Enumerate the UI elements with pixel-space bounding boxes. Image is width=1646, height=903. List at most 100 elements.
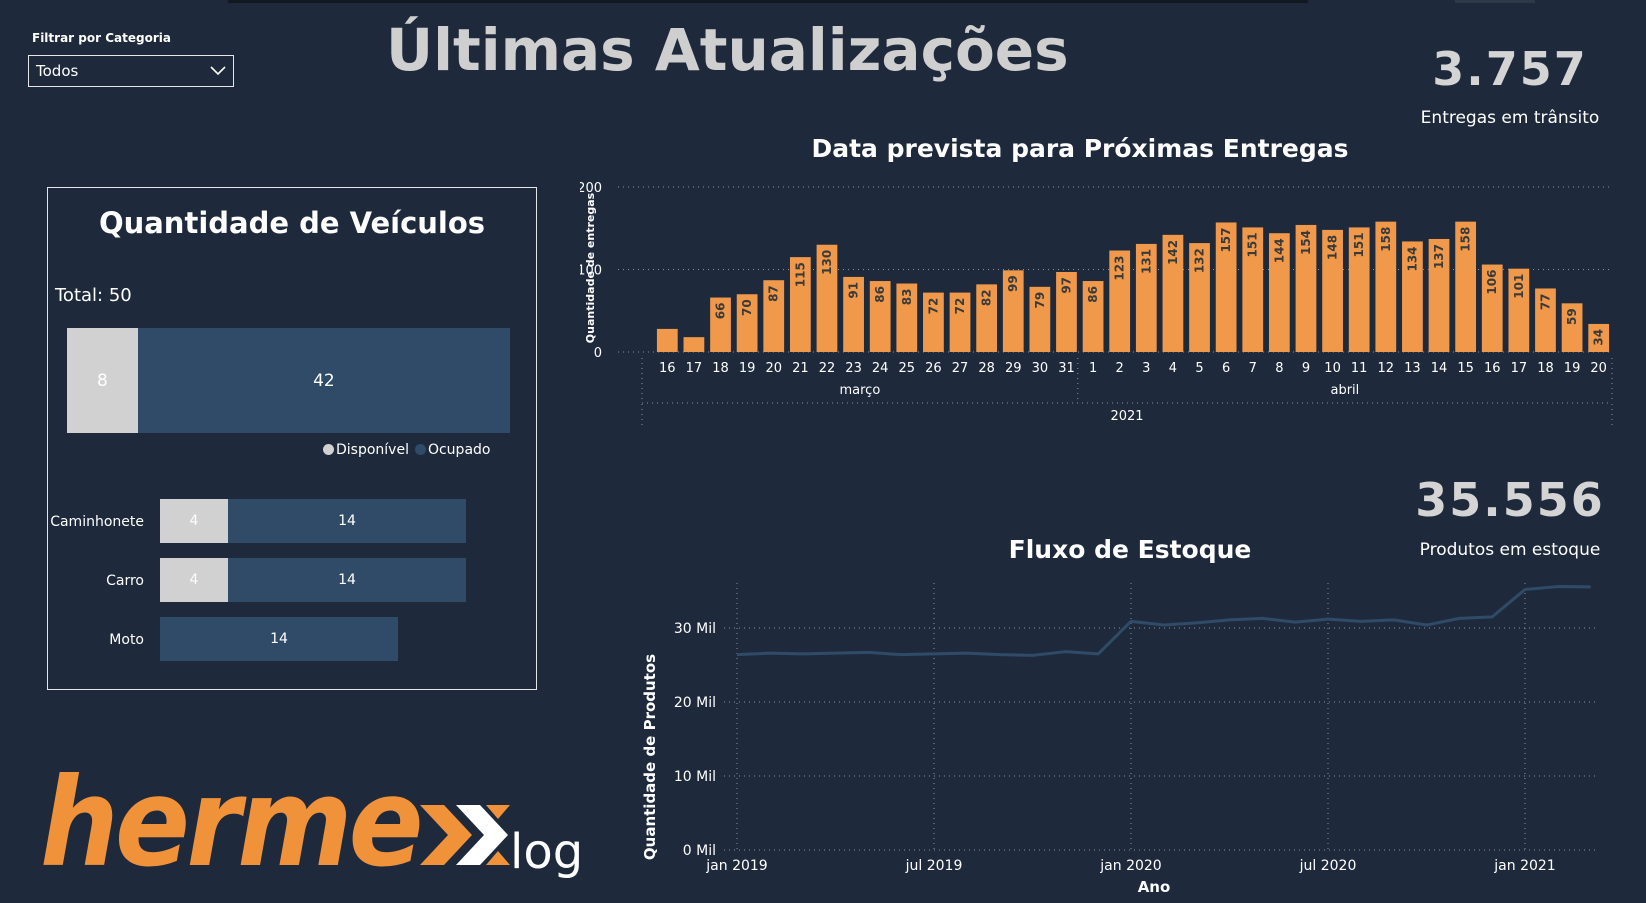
- stock-line-chart: 0 Mil 10 Mil 20 Mil 30 Mil jan 2019 jul 2019 j…: [641, 583, 1595, 896]
- bar-segment-disponivel[interactable]: 4: [160, 558, 228, 602]
- bar[interactable]: [1056, 271, 1077, 352]
- bar[interactable]: [1189, 243, 1210, 352]
- legend-item-disponivel[interactable]: Disponível: [323, 442, 409, 458]
- data-label: 83: [900, 289, 914, 306]
- x-tick-label: 28: [978, 361, 995, 376]
- bar[interactable]: [1535, 288, 1556, 352]
- x-tick-label: 25: [899, 361, 916, 376]
- y-tick-label: 0 Mil: [683, 843, 716, 859]
- category-filter-dropdown[interactable]: Todos: [28, 55, 234, 87]
- x-tick-label: 14: [1431, 361, 1448, 376]
- x-tick-label: 4: [1169, 361, 1177, 376]
- bar[interactable]: [1242, 227, 1264, 352]
- x-tick-label: 27: [952, 361, 969, 376]
- x-tick-label: 12: [1378, 361, 1395, 376]
- x-tick-label: jan 2021: [1493, 858, 1555, 874]
- bar[interactable]: [1481, 264, 1503, 352]
- bar-segment-ocupado[interactable]: 14: [228, 558, 466, 602]
- bar[interactable]: [1322, 229, 1343, 352]
- y-tick-label: 30 Mil: [674, 621, 716, 637]
- bar[interactable]: [1295, 224, 1317, 352]
- bar[interactable]: [869, 281, 891, 352]
- bar[interactable]: [1268, 233, 1290, 352]
- bar[interactable]: [1109, 250, 1131, 352]
- bar[interactable]: [1428, 238, 1450, 352]
- x-tick-label: 20: [1590, 361, 1607, 376]
- bar-segment-ocupado[interactable]: 42: [137, 328, 510, 433]
- stock-chart-title: Fluxo de Estoque: [1008, 535, 1252, 564]
- bar-segment-ocupado[interactable]: 14: [160, 617, 398, 661]
- bar[interactable]: [736, 294, 758, 352]
- x-tick-label: 19: [1564, 361, 1581, 376]
- data-label: 151: [1246, 232, 1260, 257]
- bar[interactable]: [1588, 323, 1610, 352]
- bar[interactable]: [896, 283, 918, 352]
- data-label: 154: [1299, 230, 1313, 255]
- x-tick-label: 3: [1142, 361, 1150, 376]
- bar[interactable]: [976, 284, 998, 352]
- x-tick-label: 10: [1324, 361, 1341, 376]
- bar[interactable]: [949, 292, 971, 352]
- x-tick-label: 1: [1089, 361, 1097, 376]
- kpi-transit-value: 3.757: [1432, 42, 1588, 96]
- bar[interactable]: [843, 276, 864, 352]
- bar[interactable]: [1402, 241, 1423, 352]
- bar[interactable]: [1215, 222, 1237, 352]
- bar[interactable]: [710, 297, 731, 352]
- kpi-transit-label: Entregas em trânsito: [1420, 108, 1600, 128]
- legend-item-ocupado[interactable]: Ocupado: [414, 442, 491, 458]
- x-tick-label: 17: [686, 361, 703, 376]
- bar[interactable]: [1135, 243, 1157, 352]
- bar[interactable]: [1082, 281, 1104, 352]
- x-tick-label: 6: [1222, 361, 1230, 376]
- bar[interactable]: [1508, 268, 1530, 352]
- kpi-stock-value: 35.556: [1415, 473, 1605, 527]
- bar[interactable]: [789, 257, 811, 352]
- bar[interactable]: [683, 337, 705, 352]
- x-tick-label: 23: [845, 361, 862, 376]
- data-label: 151: [1352, 232, 1366, 257]
- bar-segment-disponivel[interactable]: 8: [67, 328, 138, 433]
- data-label: 72: [926, 298, 940, 315]
- bar[interactable]: [1348, 227, 1370, 352]
- x-tick-label: 18: [712, 361, 729, 376]
- x-tick-label: 30: [1032, 361, 1049, 376]
- legend-dot-icon: [414, 444, 426, 455]
- bar[interactable]: [656, 328, 678, 352]
- x-tick-label: 2: [1116, 361, 1124, 376]
- bar[interactable]: [816, 244, 838, 352]
- data-label: 123: [1113, 256, 1127, 281]
- svg-text:herme: herme: [40, 770, 420, 885]
- y-tick-label: 20 Mil: [674, 695, 716, 711]
- bar-segment-disponivel[interactable]: 4: [160, 499, 228, 543]
- x-tick-label: jan 2019: [705, 858, 767, 874]
- month-label: abril: [1330, 383, 1359, 398]
- window-top-control: [1455, 0, 1535, 3]
- legend-label: Ocupado: [427, 442, 491, 458]
- deliveries-chart-title: Data prevista para Próximas Entregas: [811, 134, 1349, 163]
- bar[interactable]: [1002, 270, 1024, 352]
- data-label: 77: [1538, 293, 1552, 310]
- series-line[interactable]: [736, 585, 1591, 657]
- bar[interactable]: [763, 280, 785, 352]
- y-tick-label: 0: [594, 346, 602, 361]
- data-label: 72: [953, 298, 967, 315]
- bar[interactable]: [1162, 234, 1184, 352]
- x-tick-label: 22: [819, 361, 836, 376]
- data-label: 66: [714, 303, 728, 320]
- page-title: Últimas Atualizações: [386, 16, 1069, 84]
- bar-segment-ocupado[interactable]: 14: [228, 499, 466, 543]
- data-label: 34: [1592, 329, 1606, 346]
- bar[interactable]: [923, 292, 944, 352]
- bar[interactable]: [1029, 286, 1051, 352]
- x-tick-label: 9: [1302, 361, 1310, 376]
- bar[interactable]: [1561, 303, 1583, 352]
- bar[interactable]: [1375, 221, 1397, 352]
- data-label: 86: [873, 286, 887, 303]
- chevron-down-icon: [210, 66, 226, 76]
- bar[interactable]: [1455, 221, 1477, 352]
- x-tick-label: 31: [1058, 361, 1075, 376]
- data-label: 101: [1512, 274, 1526, 299]
- x-tick-label: 16: [1484, 361, 1501, 376]
- svg-text:log: log: [510, 824, 583, 880]
